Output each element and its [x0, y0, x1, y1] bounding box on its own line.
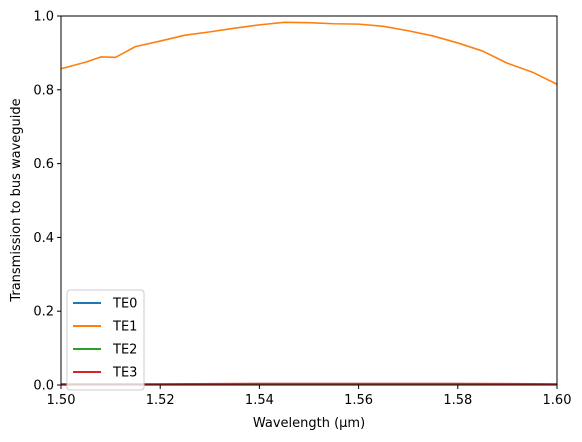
x-tick-label: 1.56: [344, 393, 373, 408]
y-tick-label: 1.0: [33, 10, 54, 25]
y-tick-label: 0.8: [33, 83, 54, 98]
y-tick-label: 0.4: [33, 231, 54, 246]
x-tick-label: 1.54: [245, 393, 274, 408]
y-axis: 0.0 0.2 0.4 0.6 0.8 1.0: [33, 10, 61, 394]
x-axis-label: Wavelength (μm): [253, 416, 365, 431]
plot-frame: [60, 15, 558, 386]
y-tick-label: 0.0: [33, 379, 54, 394]
legend: TE0 TE1 TE2 TE3: [66, 289, 145, 391]
y-tick-label: 0.2: [33, 305, 54, 320]
y-tick-label: 0.6: [33, 157, 54, 172]
x-tick-label: 1.52: [146, 393, 175, 408]
legend-label-te3: TE3: [112, 366, 137, 381]
legend-label-te0: TE0: [112, 297, 137, 312]
x-tick-label: 1.60: [543, 393, 572, 408]
x-axis: 1.50 1.52 1.54 1.56 1.58 1.60: [47, 385, 572, 408]
legend-label-te1: TE1: [112, 320, 137, 335]
y-axis-label: Transmission to bus waveguide: [9, 98, 24, 302]
series-line-te1: [60, 21, 558, 85]
x-tick-label: 1.50: [47, 393, 76, 408]
legend-box: [66, 289, 145, 391]
legend-label-te2: TE2: [112, 343, 137, 358]
x-tick-label: 1.58: [443, 393, 472, 408]
